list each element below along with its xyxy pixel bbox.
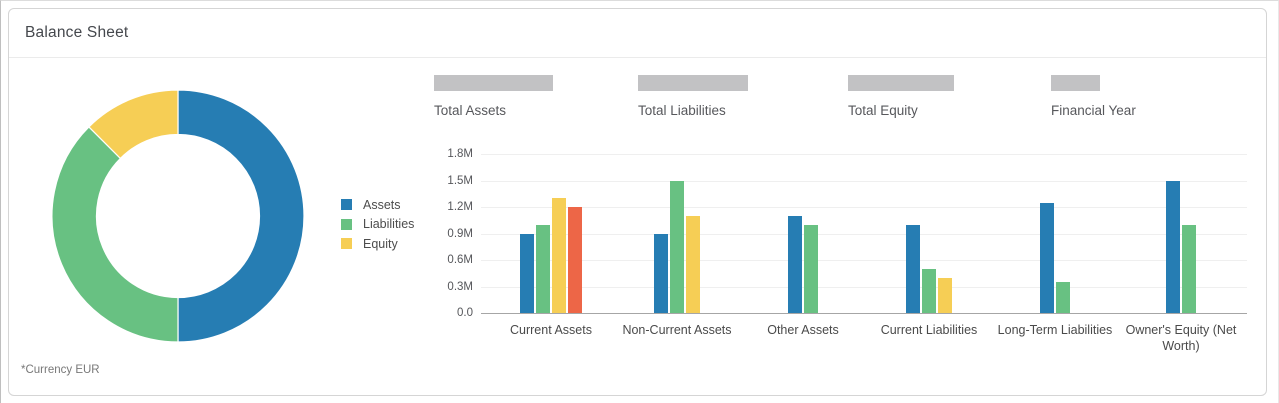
gridline — [481, 233, 1247, 235]
bar-equity-non-current-assets[interactable] — [686, 215, 700, 313]
y-axis-tick-label: 0.0 — [457, 307, 473, 319]
legend-label: Liabilities — [363, 217, 415, 232]
bar-assets-owner-s-equity-net-worth[interactable] — [1166, 180, 1180, 313]
bar-liabilities-non-current-assets[interactable] — [670, 180, 684, 313]
gridline — [481, 286, 1247, 288]
bar-liabilities-current-assets[interactable] — [536, 224, 550, 313]
y-axis-tick-label: 1.8M — [447, 148, 473, 160]
y-axis-tick-label: 1.2M — [447, 201, 473, 213]
kpi-financial-year: Financial Year — [1051, 75, 1136, 118]
bar-liabilities-other-assets[interactable] — [804, 224, 818, 313]
bar-extra-current-assets[interactable] — [568, 207, 582, 313]
donut-chart-svg — [51, 89, 305, 343]
x-axis-category-label: Non-Current Assets — [622, 323, 732, 337]
x-axis-category-label: Current Liabilities — [880, 323, 978, 337]
kpi-total-liabilities: Total Liabilities — [638, 75, 748, 118]
legend-swatch-icon — [341, 218, 352, 230]
gridline — [481, 180, 1247, 182]
bar-assets-other-assets[interactable] — [788, 215, 802, 313]
kpi-label: Total Assets — [434, 103, 507, 118]
kpi-total-assets: Total Assets — [434, 75, 553, 118]
legend-label: Assets — [363, 197, 401, 212]
x-axis-category-label: Owner's Equity (Net Worth) — [1125, 323, 1237, 353]
gridline — [481, 154, 1247, 155]
y-axis-tick-label: 0.9M — [447, 227, 473, 240]
x-axis-line — [481, 313, 1247, 314]
gridline — [481, 207, 1247, 208]
x-axis-category-label: Current Assets — [510, 323, 592, 337]
kpi-label: Total Equity — [848, 103, 918, 118]
bar-liabilities-long-term-liabilities[interactable] — [1056, 282, 1070, 313]
kpi-total-equity: Total Equity — [848, 75, 954, 118]
bar-liabilities-current-liabilities[interactable] — [922, 268, 936, 313]
card-body: *Currency EUR Assets Liabilities Equity To… — [9, 58, 1266, 395]
legend-item-equity[interactable]: Equity — [341, 234, 414, 254]
kpi-label: Financial Year — [1051, 103, 1136, 118]
chart-legend: Assets Liabilities Equity — [341, 195, 414, 254]
x-axis-category-label: Long-Term Liabilities — [997, 323, 1113, 337]
kpi-value-placeholder — [848, 75, 954, 91]
balance-sheet-card: Balance Sheet *Currency EUR Assets Liabil… — [8, 8, 1267, 396]
bar-assets-current-liabilities[interactable] — [906, 224, 920, 313]
donut-slice-assets[interactable] — [177, 89, 305, 343]
bar-liabilities-owner-s-equity-net-worth[interactable] — [1182, 224, 1196, 313]
legend-item-assets[interactable]: Assets — [341, 195, 414, 215]
currency-footnote: *Currency EUR — [21, 364, 100, 376]
page-title: Balance Sheet — [25, 24, 129, 41]
y-axis-tick-label: 0.3M — [447, 280, 473, 293]
bar-equity-current-assets[interactable] — [552, 198, 566, 313]
kpi-value-placeholder — [638, 75, 748, 91]
donut-slice-equity[interactable] — [88, 89, 179, 160]
legend-label: Equity — [363, 236, 398, 251]
kpi-value-placeholder — [434, 75, 553, 91]
bar-assets-non-current-assets[interactable] — [654, 233, 668, 313]
bar-assets-current-assets[interactable] — [520, 233, 534, 313]
bar-assets-long-term-liabilities[interactable] — [1040, 202, 1054, 313]
kpi-value-placeholder — [1051, 75, 1100, 91]
y-axis-tick-label: 0.6M — [447, 254, 473, 266]
legend-swatch-icon — [341, 199, 352, 211]
gridline — [481, 260, 1247, 261]
bar-equity-current-liabilities[interactable] — [938, 277, 952, 313]
donut-chart — [51, 89, 305, 343]
y-axis-tick-label: 1.5M — [447, 174, 473, 187]
donut-slice-liabilities[interactable] — [51, 126, 179, 343]
legend-item-liabilities[interactable]: Liabilities — [341, 215, 414, 235]
x-axis-category-label: Other Assets — [767, 323, 839, 337]
legend-swatch-icon — [341, 238, 352, 250]
card-header: Balance Sheet — [9, 9, 1266, 58]
kpi-label: Total Liabilities — [638, 103, 726, 118]
